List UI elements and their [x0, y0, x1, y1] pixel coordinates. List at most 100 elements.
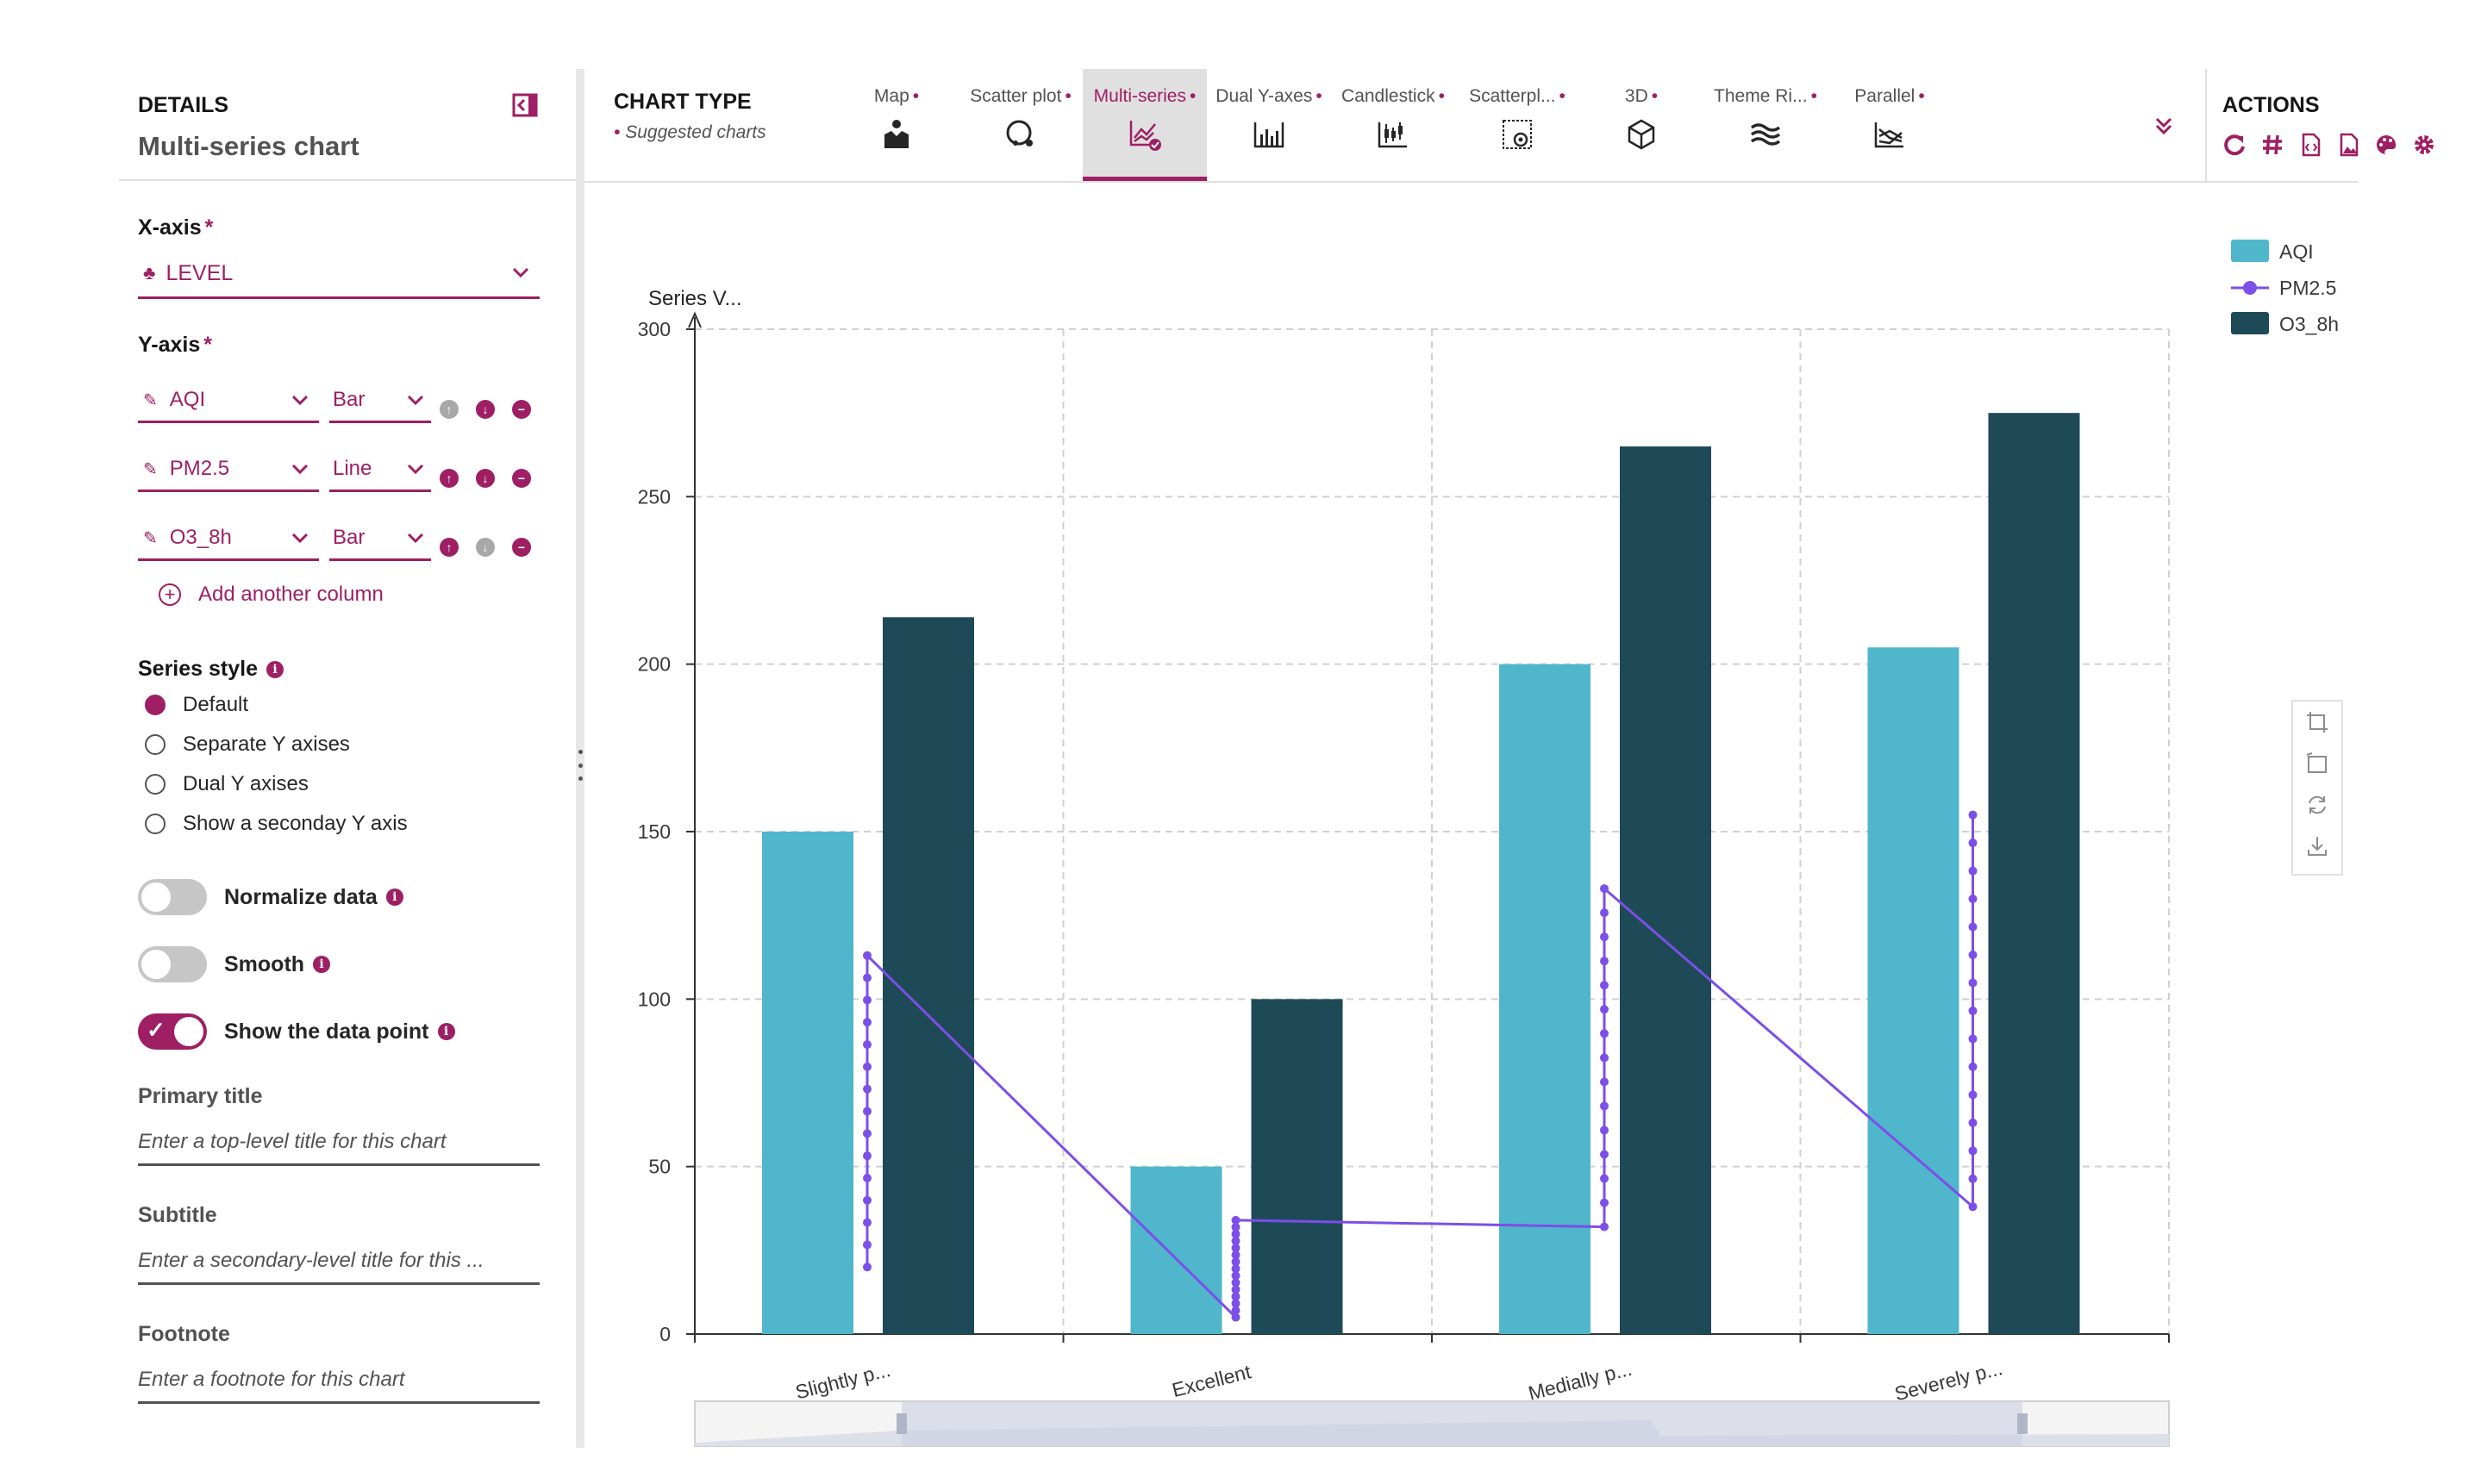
x-axis-select[interactable]: ♣ LEVEL	[138, 250, 540, 299]
chart-type-scatter[interactable]: Scatter plot •	[959, 69, 1083, 181]
settings-icon[interactable]	[2412, 133, 2436, 157]
drag-handle-icon[interactable]	[574, 750, 586, 781]
add-column-button[interactable]: + Add another column	[159, 583, 384, 607]
info-icon[interactable]: i	[266, 660, 284, 678]
footnote-input[interactable]: Enter a footnote for this chart	[138, 1358, 540, 1404]
collapse-panel-icon[interactable]	[512, 93, 538, 117]
chevron-down-icon	[290, 527, 310, 548]
normalize-toggle[interactable]	[138, 879, 207, 915]
chart-type-dual-y[interactable]: Dual Y-axes •	[1207, 69, 1331, 181]
chart-type-multi-series[interactable]: Multi-series •	[1083, 69, 1207, 181]
pm25-point	[1231, 1271, 1240, 1281]
pm25-point	[863, 995, 872, 1005]
info-icon[interactable]: i	[385, 889, 403, 906]
pm25-point	[1600, 1101, 1609, 1111]
move-up-button[interactable]: ↑	[440, 400, 459, 419]
chart-type-scatterplot-matrix[interactable]: Scatterpl... •	[1455, 69, 1579, 181]
pm25-point	[863, 1129, 872, 1138]
remove-column-button[interactable]: −	[512, 469, 531, 488]
plus-icon: +	[159, 583, 181, 606]
download-icon[interactable]	[2305, 834, 2329, 858]
pm25-line-segment	[1235, 1219, 1605, 1229]
radio-button[interactable]	[145, 774, 166, 795]
data-zoom-handle-right	[2017, 1413, 2028, 1434]
x-tick-label: Slightly p...	[793, 1358, 892, 1403]
chart-type-map[interactable]: Map •	[834, 69, 959, 181]
pm25-line-segment	[866, 954, 1237, 1319]
move-down-button[interactable]: ↓	[476, 538, 495, 557]
x-axis-label: X-axis *	[138, 215, 214, 240]
chart-type-label: Map	[873, 86, 909, 106]
details-divider	[119, 179, 576, 181]
y-type-select[interactable]: Line	[329, 448, 431, 492]
radio-dual-y[interactable]: Dual Y axises	[145, 772, 309, 796]
chart-type-title: CHART TYPE	[614, 90, 752, 114]
chart-type-candlestick[interactable]: Candlestick •	[1331, 69, 1455, 181]
y-column-select[interactable]: ✎ AQI	[138, 379, 319, 423]
palette-icon[interactable]	[2374, 133, 2398, 157]
smooth-toggle[interactable]	[138, 946, 207, 982]
remove-column-button[interactable]: −	[512, 538, 531, 557]
normalize-toggle-row: Normalize data i	[138, 879, 403, 915]
chart-type-label: Candlestick	[1341, 86, 1435, 106]
panel-divider[interactable]	[576, 69, 584, 1448]
move-up-button[interactable]: ↑	[440, 469, 459, 488]
chart-type-toolbar: CHART TYPE • Suggested charts Map • Scatt…	[584, 69, 2434, 183]
primary-title-input[interactable]: Enter a top-level title for this chart	[138, 1120, 540, 1166]
zoom-reset-icon[interactable]	[2305, 751, 2329, 776]
subtitle-input[interactable]: Enter a secondary-level title for this .…	[138, 1239, 540, 1285]
add-column-label: Add another column	[198, 583, 384, 606]
y-type-select[interactable]: Bar	[329, 379, 431, 423]
chevron-down-icon	[290, 458, 310, 479]
chart-type-parallel[interactable]: Parallel •	[1828, 69, 1952, 181]
info-icon[interactable]: i	[437, 1023, 455, 1040]
pm25-point	[1231, 1250, 1240, 1260]
info-icon[interactable]: i	[313, 956, 331, 973]
hash-icon[interactable]	[2260, 133, 2284, 157]
category-icon: ♣	[143, 262, 156, 284]
y-tick-label: 300	[638, 318, 671, 340]
pm25-point	[1968, 866, 1978, 876]
footnote-label: Footnote	[138, 1322, 230, 1346]
code-file-icon[interactable]	[2298, 133, 2322, 157]
x-tick-label: Excellent	[1170, 1360, 1253, 1401]
y-type-value: Line	[333, 457, 372, 480]
bar-aqi	[1499, 664, 1590, 1334]
y-type-value: Bar	[333, 526, 366, 549]
move-up-button[interactable]: ↑	[440, 538, 459, 557]
pm25-point	[863, 1173, 872, 1182]
radio-separate-y[interactable]: Separate Y axises	[145, 733, 350, 757]
show-points-toggle[interactable]: ✓	[138, 1013, 207, 1050]
chart-type-3d[interactable]: 3D •	[1579, 69, 1703, 181]
show-points-toggle-row: ✓ Show the data point i	[138, 1013, 455, 1050]
pm25-point	[1968, 1062, 1978, 1071]
refresh-icon[interactable]	[2222, 133, 2247, 157]
y-type-select[interactable]: Bar	[329, 517, 431, 561]
smooth-toggle-row: Smooth i	[138, 946, 331, 982]
radio-button[interactable]	[145, 814, 166, 834]
more-chart-types-icon[interactable]	[2152, 114, 2176, 138]
y-axis-arrow	[688, 311, 702, 328]
restore-icon[interactable]	[2305, 793, 2329, 817]
radio-button[interactable]	[145, 695, 166, 715]
primary-title-label: Primary title	[138, 1084, 263, 1108]
pencil-icon: ✎	[143, 459, 158, 479]
pm25-point	[1600, 1198, 1609, 1207]
pm25-point	[863, 1263, 872, 1272]
radio-default[interactable]: Default	[145, 693, 248, 717]
move-down-button[interactable]: ↓	[476, 469, 495, 488]
y-column-select[interactable]: ✎ O3_8h	[138, 517, 319, 561]
remove-column-button[interactable]: −	[512, 400, 531, 419]
radio-button[interactable]	[145, 734, 166, 755]
pm25-point	[1600, 981, 1609, 990]
radio-secondary-y[interactable]: Show a seconday Y axis	[145, 812, 408, 836]
pencil-icon: ✎	[143, 528, 158, 548]
y-column-select[interactable]: ✎ PM2.5	[138, 448, 319, 492]
zoom-select-icon[interactable]	[2305, 710, 2329, 734]
pm25-point	[1231, 1292, 1240, 1301]
image-file-icon[interactable]	[2336, 133, 2360, 157]
pm25-point	[863, 1040, 872, 1050]
chart-type-theme-river[interactable]: Theme Ri... •	[1703, 69, 1828, 181]
move-down-button[interactable]: ↓	[476, 400, 495, 419]
